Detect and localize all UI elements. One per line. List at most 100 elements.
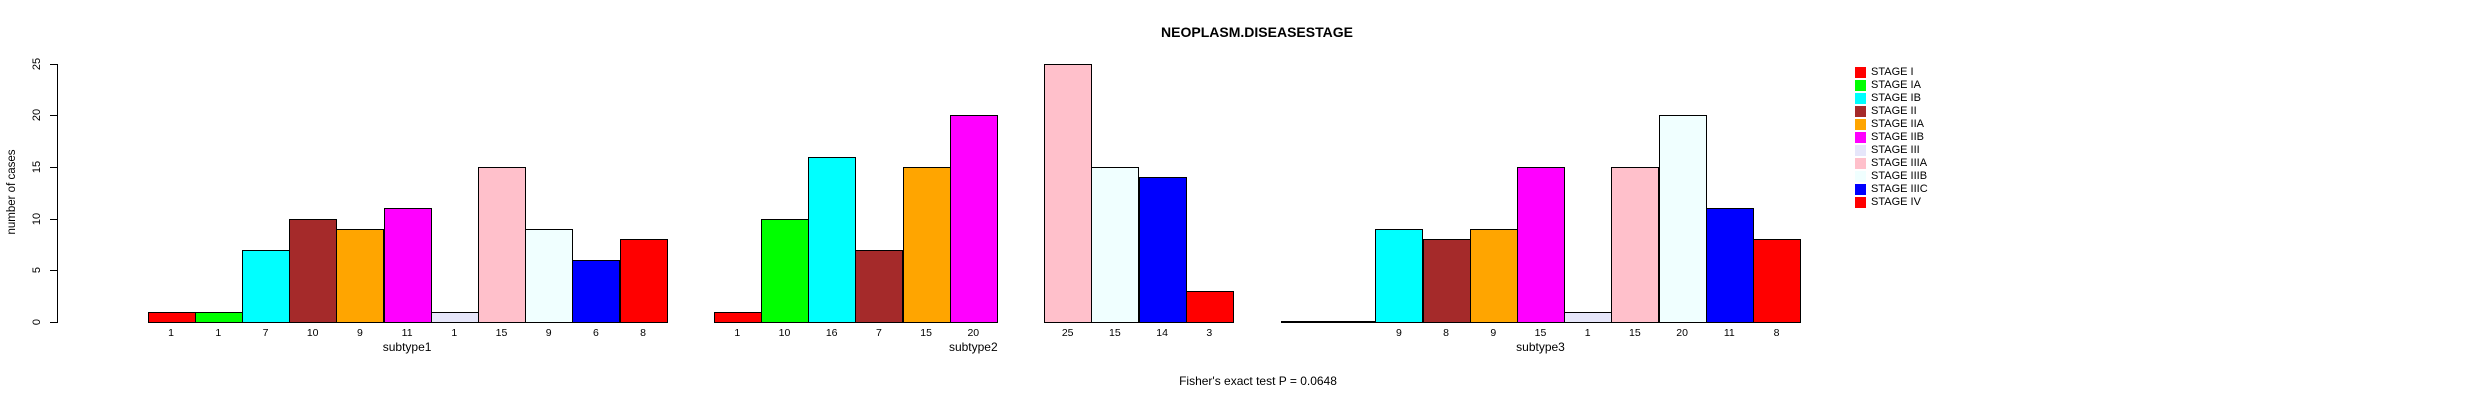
bar-value-label: 6 [592, 327, 599, 339]
bar-value-label: 1 [1584, 327, 1591, 339]
legend-swatch [1855, 80, 1866, 92]
bar-value-label: 1 [451, 327, 458, 339]
footer-caption: Fisher's exact test P = 0.0648 [1179, 374, 1337, 388]
legend-item-label: STAGE II [1871, 105, 1917, 118]
bar-value-label: 16 [825, 327, 838, 339]
legend-item-label: STAGE IIB [1871, 130, 1924, 143]
legend-swatch [1855, 170, 1866, 182]
legend-swatch [1855, 119, 1866, 131]
bar [1469, 228, 1518, 323]
chart-title: NEOPLASM.DISEASESTAGE [1161, 24, 1353, 40]
y-axis-tick [50, 166, 58, 168]
bar-value-label: 7 [875, 327, 882, 339]
group-label: subtype2 [948, 340, 998, 354]
bar [1138, 177, 1187, 323]
legend-item-label: STAGE IB [1871, 92, 1921, 105]
bar [1516, 166, 1566, 323]
y-axis-tick-label: 5 [31, 267, 43, 274]
legend-swatch [1855, 157, 1866, 169]
group-label: subtype3 [1516, 340, 1565, 354]
bar [1752, 239, 1802, 323]
y-axis-tick-label: 15 [31, 160, 43, 174]
legend-swatch [1855, 106, 1866, 118]
bar-value-label: 20 [1676, 327, 1688, 339]
bar-value-label: 10 [306, 327, 319, 339]
bar-value-label: 9 [1395, 327, 1402, 339]
bar [855, 249, 904, 323]
legend-item-label: STAGE IIIB [1871, 169, 1928, 182]
y-axis-label: number of cases [6, 149, 18, 235]
legend-item-label: STAGE IIIC [1871, 182, 1928, 195]
zero-bar-line [1328, 321, 1377, 323]
bar-value-label: 15 [1109, 327, 1121, 339]
bar-value-label: 15 [920, 327, 932, 339]
legend-item-label: STAGE IV [1871, 195, 1921, 208]
bar-value-label: 20 [967, 327, 980, 339]
zero-bar-line [1280, 321, 1330, 323]
bar [241, 249, 291, 323]
y-axis-tick [50, 63, 58, 65]
bar [383, 208, 432, 323]
bar-value-label: 11 [401, 327, 413, 339]
bar [1611, 166, 1660, 323]
bar [808, 156, 857, 323]
bar-value-label: 1 [734, 327, 741, 339]
bar-value-label: 1 [168, 327, 175, 339]
bar-value-label: 9 [1490, 327, 1497, 339]
legend-item-label: STAGE IIA [1871, 118, 1924, 131]
legend-swatch [1855, 183, 1866, 195]
bar [1422, 239, 1471, 323]
bar [1044, 63, 1093, 323]
bar-value-label: 15 [1629, 327, 1641, 339]
bar-value-label: 3 [1206, 327, 1213, 339]
bar-value-label: 10 [778, 327, 791, 339]
bar-value-label: 11 [1723, 327, 1735, 339]
bar-value-label: 9 [545, 327, 552, 339]
bar [1185, 290, 1234, 323]
bar [1705, 208, 1754, 323]
bar [147, 311, 196, 323]
bar [477, 166, 527, 323]
y-axis-line [57, 63, 58, 322]
legend-item-label: STAGE IA [1871, 79, 1921, 92]
bar [902, 166, 951, 323]
bar-value-label: 1 [215, 327, 222, 339]
bar-value-label: 8 [1773, 327, 1780, 339]
legend-item-label: STAGE IIIA [1871, 156, 1928, 169]
bar [289, 218, 338, 323]
y-axis-tick-label: 10 [31, 212, 43, 225]
bar [949, 115, 998, 323]
bar [1564, 311, 1613, 323]
bar-value-label: 15 [1534, 327, 1547, 339]
bar [1375, 228, 1424, 323]
bar-value-label: 8 [1443, 327, 1450, 339]
bar-value-label: 14 [1156, 327, 1168, 339]
bar-value-label: 25 [1061, 327, 1074, 339]
legend-item-label: STAGE I [1871, 66, 1914, 79]
bar [1658, 115, 1707, 323]
bar [619, 239, 668, 323]
legend-swatch [1855, 131, 1866, 143]
legend-swatch [1855, 93, 1866, 105]
bar [572, 259, 621, 323]
y-axis-tick-label: 0 [31, 318, 43, 326]
y-axis-tick-label: 20 [31, 109, 43, 122]
bar-value-label: 8 [640, 327, 647, 339]
bar [1091, 166, 1140, 323]
bar [760, 218, 810, 323]
bar-value-label: 9 [356, 327, 363, 339]
y-axis-tick [50, 322, 58, 323]
y-axis-tick [50, 115, 58, 117]
bar [336, 228, 385, 323]
legend-swatch [1855, 196, 1866, 208]
bar [194, 311, 243, 323]
bar [525, 228, 574, 323]
y-axis-tick [50, 270, 58, 272]
y-axis-tick [50, 218, 58, 220]
y-axis-tick-label: 25 [31, 57, 43, 70]
bar [713, 311, 762, 323]
legend-item-label: STAGE III [1871, 143, 1920, 156]
group-label: subtype1 [382, 340, 432, 354]
bar-value-label: 15 [495, 327, 508, 339]
